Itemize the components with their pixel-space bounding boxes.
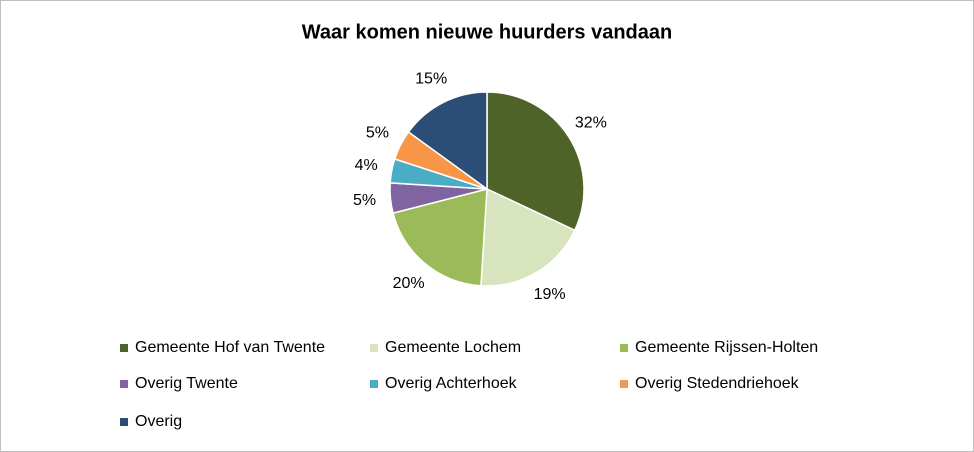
- legend-swatch: [120, 418, 128, 426]
- legend-swatch: [370, 344, 378, 352]
- legend-label: Overig Twente: [135, 375, 238, 392]
- data-label: 15%: [415, 71, 447, 88]
- data-label: 19%: [534, 286, 566, 303]
- pie-slice: [480, 187, 576, 287]
- legend-label: Overig: [135, 413, 182, 430]
- pie-slice: [486, 91, 585, 232]
- legend-label: Overig Stedendriehoek: [635, 375, 800, 392]
- data-label: 32%: [575, 114, 607, 131]
- legend-label: Overig Achterhoek: [385, 375, 518, 392]
- legend-label: Gemeente Lochem: [385, 339, 521, 356]
- data-label: 5%: [366, 124, 389, 141]
- legend-swatch: [370, 380, 378, 388]
- data-label: 20%: [393, 275, 425, 292]
- legend-label: Gemeente Hof van Twente: [135, 339, 325, 356]
- legend-swatch: [620, 380, 628, 388]
- legend-swatch: [120, 380, 128, 388]
- pie-slice: [392, 188, 488, 287]
- chart-title: Waar komen nieuwe huurders vandaan: [302, 21, 672, 43]
- data-label: 4%: [355, 157, 378, 174]
- legend-swatch: [620, 344, 628, 352]
- legend-swatch: [120, 344, 128, 352]
- data-label: 5%: [353, 192, 376, 209]
- pie-slice: [407, 91, 488, 191]
- legend-label: Gemeente Rijssen-Holten: [635, 339, 818, 356]
